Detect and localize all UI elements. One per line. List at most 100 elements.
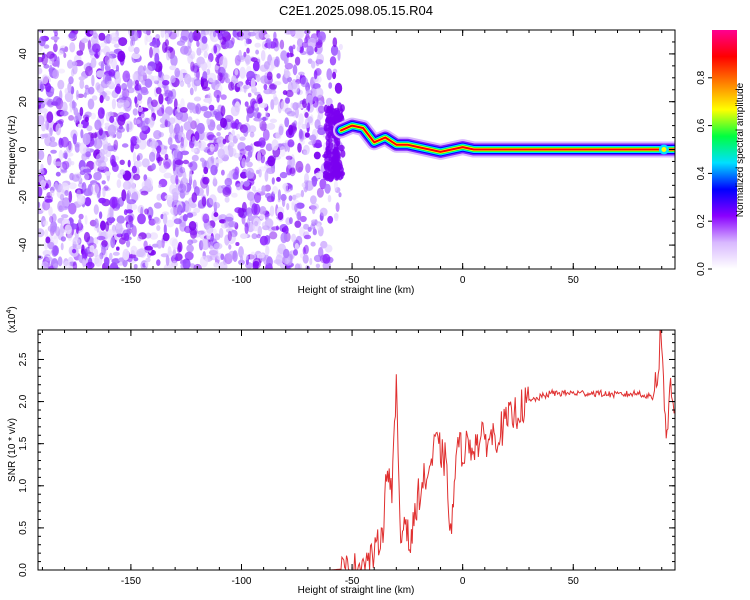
heatmap-cell xyxy=(300,189,305,198)
heatmap-cell xyxy=(50,225,57,234)
heatmap-cell xyxy=(290,184,293,191)
heatmap-cell xyxy=(294,203,298,213)
heatmap-cell xyxy=(58,119,64,124)
heatmap-cell xyxy=(101,244,106,256)
heatmap-cell xyxy=(134,96,138,104)
heatmap-cell xyxy=(167,96,173,104)
heatmap-cell xyxy=(55,226,61,237)
heatmap-cell xyxy=(149,151,156,162)
heatmap-cell xyxy=(193,78,201,87)
heatmap-cell xyxy=(89,245,95,253)
heatmap-cell xyxy=(206,59,212,69)
heatmap-cell xyxy=(245,255,249,266)
heatmap-cell xyxy=(269,231,278,240)
heatmap-cell xyxy=(94,131,98,139)
heatmap-cell xyxy=(109,252,113,261)
heatmap-cell xyxy=(54,161,63,167)
heatmap-cell xyxy=(206,184,210,197)
heatmap-cell xyxy=(297,142,302,153)
heatmap-cell xyxy=(80,129,84,139)
heatmap-cell xyxy=(135,160,143,168)
snr-x-label: Height of straight line (km) xyxy=(298,585,415,596)
heatmap-cell xyxy=(93,204,99,215)
heatmap-cell xyxy=(287,76,292,83)
heatmap-cell xyxy=(84,197,92,207)
heatmap-cell xyxy=(102,73,110,85)
heatmap-cell xyxy=(167,250,174,257)
heatmap-cell xyxy=(206,118,211,126)
heatmap-cell xyxy=(104,63,111,72)
snr-x-tick-label: -150 xyxy=(121,576,141,587)
heatmap-cell xyxy=(236,83,243,88)
heatmap-cell xyxy=(163,172,173,179)
heatmap-cell xyxy=(177,204,183,216)
heatmap-cell xyxy=(222,31,231,42)
heatmap-cell xyxy=(78,76,86,81)
heatmap-cell xyxy=(190,53,195,60)
heatmap-cell xyxy=(182,182,188,193)
heatmap-cell xyxy=(64,91,74,103)
heatmap-cell xyxy=(230,105,240,117)
heatmap-cell xyxy=(228,81,235,91)
heatmap-cell xyxy=(38,56,44,63)
heatmap-cell xyxy=(109,196,118,209)
heatmap-cell xyxy=(287,158,292,169)
heatmap-cell xyxy=(87,39,92,51)
heatmap-cell xyxy=(303,234,312,240)
heatmap-cell xyxy=(168,90,174,98)
heatmap-cell xyxy=(106,229,115,238)
heatmap-cell xyxy=(189,87,194,96)
heatmap-cell xyxy=(315,58,320,67)
heatmap-cell xyxy=(85,151,91,158)
heatmap-cell xyxy=(68,115,75,121)
heatmap-cell xyxy=(217,148,225,159)
heatmap-cell xyxy=(338,144,345,152)
heatmap-cell xyxy=(317,31,326,43)
heatmap-cell xyxy=(107,59,113,67)
colorbar-tick-label: 0.0 xyxy=(696,262,707,276)
heatmap-cell xyxy=(162,74,170,80)
heatmap-cell xyxy=(195,187,205,196)
heatmap-cell xyxy=(61,101,68,113)
heatmap-cell xyxy=(41,123,46,132)
heatmap-cell xyxy=(243,180,250,187)
heatmap-cell xyxy=(240,233,248,240)
heatmap-cell xyxy=(76,194,86,205)
heatmap-cell xyxy=(305,94,314,106)
spectrogram-x-tick-label: 0 xyxy=(460,275,466,286)
heatmap-cell xyxy=(276,73,281,79)
heatmap-cell xyxy=(310,38,319,43)
heatmap-cell xyxy=(108,51,115,57)
heatmap-cell xyxy=(206,68,211,76)
heatmap-cell xyxy=(42,133,49,138)
heatmap-cell xyxy=(314,68,322,76)
heatmap-cell xyxy=(266,122,276,130)
heatmap-cell xyxy=(104,54,114,65)
heatmap-cell xyxy=(137,93,143,101)
heatmap-cell xyxy=(115,64,120,73)
heatmap-cell xyxy=(116,246,120,251)
heatmap-cell xyxy=(52,183,60,190)
heatmap-cell xyxy=(213,262,219,268)
spectrogram-y-tick-label: 0 xyxy=(18,146,29,152)
heatmap-cell xyxy=(62,160,70,170)
heatmap-cell xyxy=(203,97,213,103)
heatmap-cell xyxy=(162,213,168,225)
heatmap-cell xyxy=(57,200,65,213)
heatmap-cell xyxy=(304,112,309,118)
heatmap-cell xyxy=(46,111,54,123)
heatmap-cell xyxy=(208,104,215,111)
heatmap-cell xyxy=(283,70,291,79)
heatmap-cell xyxy=(327,215,334,224)
heatmap-cell xyxy=(202,213,210,224)
heatmap-cell xyxy=(228,244,232,250)
heatmap-cell xyxy=(176,40,185,46)
heatmap-cell xyxy=(139,120,149,131)
heatmap-cell xyxy=(45,119,49,131)
heatmap-cell xyxy=(173,98,178,110)
heatmap-cell xyxy=(109,116,115,123)
heatmap-cell xyxy=(213,212,219,218)
heatmap-cell xyxy=(144,261,149,267)
heatmap-cell xyxy=(47,225,55,233)
heatmap-cell xyxy=(148,116,155,128)
